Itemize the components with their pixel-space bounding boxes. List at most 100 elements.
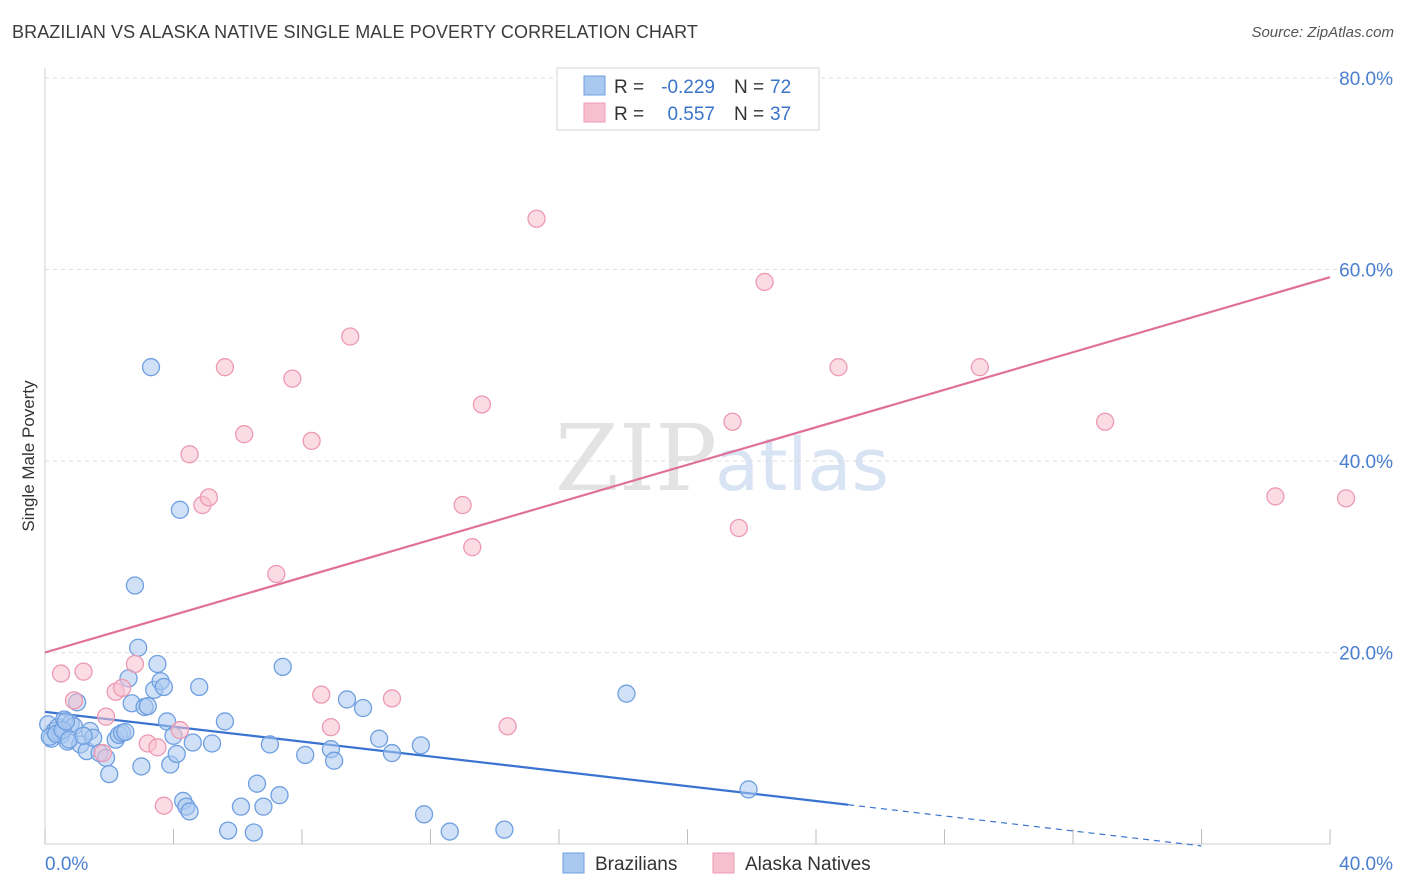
series-legend-label-brazilians: Brazilians (595, 854, 677, 875)
brazilians-point (414, 805, 434, 824)
alaska-natives-point (472, 395, 492, 414)
alaska-natives-point (1095, 412, 1115, 431)
alaska-natives-point (1336, 489, 1356, 508)
alaska-natives-point (498, 717, 517, 736)
brazilians-point (244, 823, 263, 842)
alaska-natives-point (148, 738, 167, 757)
brazilians-point (260, 735, 280, 754)
y-tick-label: 20.0% (1339, 644, 1393, 665)
legend-r-value-2: 0.557 (667, 104, 715, 125)
alaska-natives-point (970, 358, 989, 377)
alaska-natives-point (755, 272, 774, 292)
legend-n-label-1: N = (734, 77, 764, 98)
legend-n-value-1: 72 (770, 77, 791, 98)
alaska-natives-point (829, 358, 848, 377)
brazilians-point (247, 774, 267, 793)
brazilians-point (154, 677, 174, 697)
y-tick-label: 40.0% (1339, 452, 1393, 473)
alaska-natives-point (302, 431, 321, 451)
brazilians-point (170, 500, 190, 519)
series-legend-swatch-alaska-natives (712, 852, 735, 874)
alaska-natives-point (170, 720, 190, 740)
alaska-natives-point (112, 678, 132, 698)
legend-n-value-2: 37 (770, 104, 791, 125)
brazilians-point (254, 797, 273, 816)
alaska-natives-point (382, 689, 402, 708)
brazilians-point (129, 638, 148, 657)
brazilians-point (270, 786, 289, 805)
watermark-zip: ZIP (555, 405, 717, 512)
alaska-natives-point (125, 654, 145, 674)
brazilians-point (382, 743, 402, 763)
y-axis-label: Single Male Poverty (19, 380, 38, 532)
x-tick-label: 40.0% (1339, 854, 1393, 875)
brazilians-point (180, 802, 199, 821)
legend-n-label-2: N = (734, 104, 764, 125)
brazilians-point (148, 654, 167, 674)
legend-swatch-blue (583, 75, 606, 96)
brazilians-point (132, 757, 151, 776)
brazilians-point (495, 820, 514, 839)
legend-r-value-1: -0.229 (661, 77, 715, 98)
alaska-natives-point (1266, 487, 1285, 506)
grid-layer (45, 77, 1395, 653)
alaska-natives-point (341, 327, 360, 346)
alaska-natives-point (453, 495, 472, 515)
alaska-natives-point (154, 796, 174, 815)
brazilians-point (411, 736, 431, 755)
alaska-natives-point (312, 685, 331, 704)
brazilians-point (296, 745, 315, 765)
legend-r-label-1: R = (614, 77, 644, 98)
alaska-natives-point (267, 564, 286, 584)
series-legend: Brazilians Alaska Natives (562, 852, 871, 875)
brazilians-point (100, 764, 119, 784)
brazilians-point (617, 684, 636, 703)
alaska-natives-point (215, 358, 235, 377)
brazilians-point (218, 821, 238, 840)
brazilians-point (273, 657, 292, 677)
brazilians-point (167, 744, 186, 764)
legend-r-label-2: R = (614, 104, 644, 125)
alaska-natives-point (199, 488, 218, 507)
brazilians-point (202, 734, 222, 753)
alaska-natives-point (527, 209, 546, 228)
alaska-natives-point (51, 664, 71, 683)
axis-layer: 20.0% 40.0% 60.0% 80.0% 0.0% 40.0% (44, 68, 1393, 875)
brazilians-point (183, 733, 202, 752)
brazilians-point (56, 712, 76, 731)
brazilians-point (337, 690, 357, 709)
source-label: Source: ZipAtlas.com (1251, 24, 1394, 41)
alaska-natives-point (74, 662, 93, 681)
chart-title: BRAZILIAN VS ALASKA NATIVE SINGLE MALE P… (12, 22, 698, 42)
points-layer (39, 209, 1356, 842)
alaska-natives-point (463, 538, 482, 557)
alaska-natives-point (321, 718, 341, 737)
alaska-natives-point (723, 412, 742, 431)
brazilians-point (440, 822, 459, 841)
brazilians-point (231, 797, 251, 816)
series-legend-label-alaska-natives: Alaska Natives (745, 854, 871, 875)
brazilians-trend-line-extension (848, 804, 1202, 847)
trend-layer (44, 276, 1331, 847)
brazilians-point (369, 729, 389, 748)
legend-swatch-pink (583, 102, 606, 123)
alaska-natives-point (96, 707, 116, 726)
watermark-atlas: atlas (715, 423, 889, 507)
brazilians-point (739, 780, 758, 799)
brazilians-point (74, 726, 93, 745)
alaska-natives-point (64, 691, 84, 710)
brazilians-point (215, 712, 235, 731)
alaska-natives-point (235, 425, 254, 444)
alaska-natives-point (729, 518, 749, 538)
brazilians-point (125, 576, 145, 595)
stats-legend: R = -0.229 N = 72 R = 0.557 N = 37 (556, 67, 820, 131)
x-tick-label: 0.0% (45, 854, 88, 875)
y-tick-label: 80.0% (1339, 69, 1393, 90)
brazilians-point (324, 751, 344, 770)
brazilians-point (353, 698, 373, 718)
y-tick-label: 60.0% (1339, 261, 1393, 282)
brazilians-point (141, 358, 161, 377)
brazilians-point (190, 677, 209, 697)
brazilians-point (138, 696, 157, 716)
